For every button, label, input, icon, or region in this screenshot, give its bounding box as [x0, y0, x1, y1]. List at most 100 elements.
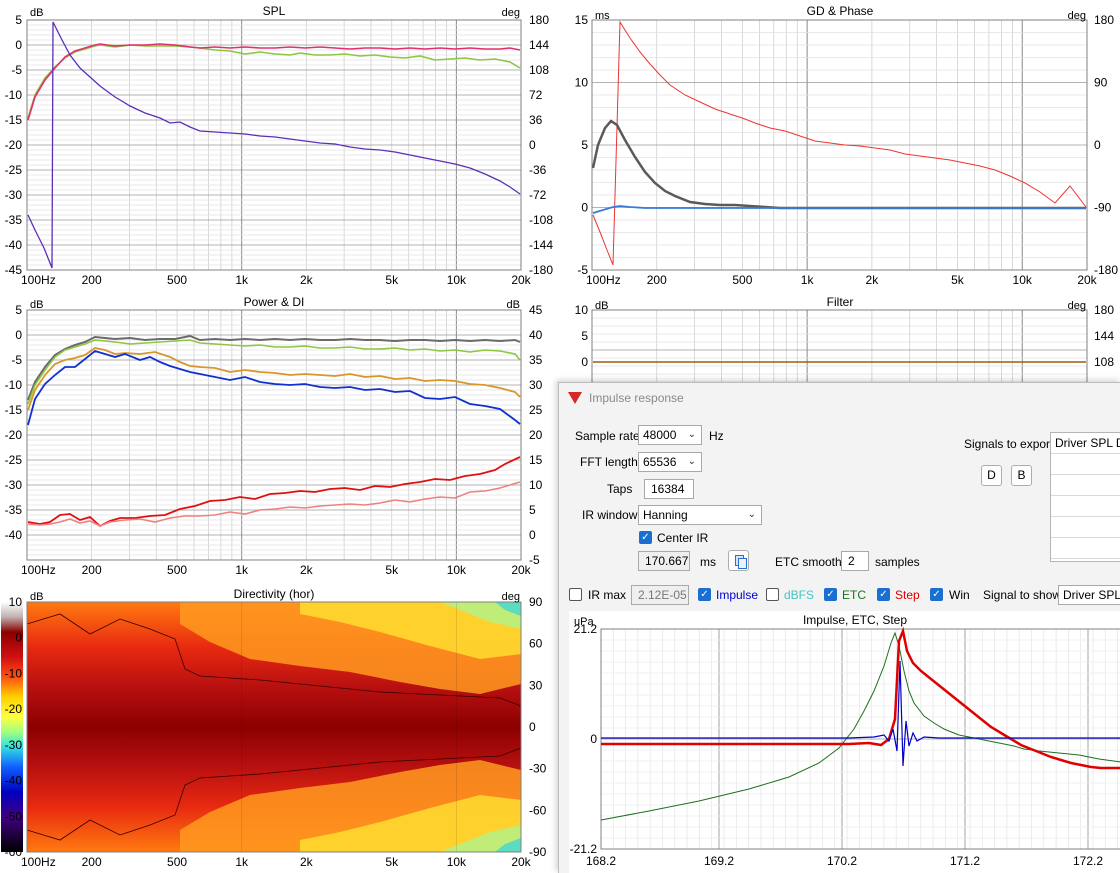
- directivity-x-tick: 500: [167, 855, 187, 869]
- directivity-colorscale: [1, 602, 23, 852]
- spl-title: SPL: [263, 4, 286, 18]
- gd-x-tick: 10k: [1013, 273, 1033, 287]
- ir-x-tick: 171.2: [950, 854, 980, 868]
- spl-right-unit: deg: [502, 7, 520, 19]
- gd-phase-tick: 90: [1094, 76, 1108, 90]
- power-x-tick: 5k: [385, 563, 399, 577]
- power-di-tick: 40: [529, 328, 543, 342]
- directivity-contour-lower: [26, 747, 522, 841]
- directivity-lower-yellow: [300, 795, 521, 852]
- b-button[interactable]: B: [1011, 465, 1032, 486]
- dbfs-checkbox[interactable]: [766, 588, 779, 601]
- fft-length-select[interactable]: 65536 ⌄: [638, 452, 702, 472]
- dbfs-label: dBFS: [784, 588, 815, 602]
- copy-icon[interactable]: [728, 550, 749, 571]
- delay-field[interactable]: 170.667: [638, 551, 690, 571]
- spl-y-tick: -35: [5, 213, 23, 227]
- spl-y-tick: -30: [5, 188, 23, 202]
- directivity-upper-yellow: [300, 602, 521, 659]
- sample-rate-label: Sample rate: [575, 429, 640, 443]
- gd-x-tick: 200: [647, 273, 667, 287]
- taps-field[interactable]: 16384: [644, 479, 694, 499]
- win-checkbox[interactable]: ✓: [930, 588, 943, 601]
- power-red-di-curve: [27, 456, 521, 528]
- power-y-tick: -20: [5, 428, 23, 442]
- chevron-down-icon: ⌄: [747, 509, 756, 520]
- step-checkbox[interactable]: ✓: [877, 588, 890, 601]
- power-di-panel: Power & DI dB dB 5 0 -5 -10 -15 -20 -25 -30 -35 -…: [0, 292, 555, 582]
- ir-x-tick: 169.2: [704, 854, 734, 868]
- ir-max-checkbox[interactable]: [569, 588, 582, 601]
- gd-title: GD & Phase: [807, 4, 874, 18]
- gd-y-tick: 5: [581, 138, 588, 152]
- sample-rate-select[interactable]: 48000 ⌄: [638, 425, 702, 445]
- spl-y-tick: -5: [11, 63, 22, 77]
- spl-phase-curve: [27, 21, 521, 269]
- taps-label: Taps: [607, 482, 633, 496]
- spl-phase-tick: -36: [529, 163, 547, 177]
- gd-phase-tick: 0: [1094, 138, 1101, 152]
- power-green-curve: [27, 339, 521, 405]
- directivity-upper-cyan: [440, 602, 521, 629]
- spl-x-tick: 100Hz: [21, 273, 56, 287]
- gd-phase-curve: [592, 20, 1087, 266]
- delay-unit: ms: [700, 555, 716, 569]
- export-list-item[interactable]: [1051, 517, 1120, 538]
- gd-x-tick: 5k: [951, 273, 965, 287]
- spl-x-tick: 10k: [447, 273, 467, 287]
- spl-magenta-curve: [27, 43, 521, 121]
- etc-smooth-label: ETC smooth: [775, 555, 842, 569]
- dialog-titlebar[interactable]: Impulse response: [559, 383, 1120, 414]
- filter-y-tick: 10: [575, 303, 589, 317]
- export-list-item[interactable]: [1051, 496, 1120, 517]
- ir-window-select[interactable]: Hanning ⌄: [638, 505, 762, 525]
- directivity-scale-tick: -50: [5, 809, 23, 823]
- signal-show-select[interactable]: Driver SPL D1: [1058, 585, 1120, 605]
- ir-max-label: IR max: [588, 588, 627, 602]
- spl-phase-tick: -180: [529, 263, 553, 277]
- directivity-left-unit: dB: [30, 591, 43, 603]
- filter-phase-tick: 144: [1094, 329, 1114, 343]
- spl-phase-tick: 144: [529, 38, 549, 52]
- impulse-checkbox[interactable]: ✓: [698, 588, 711, 601]
- fft-length-label: FFT length: [580, 455, 638, 469]
- etc-smooth-field[interactable]: 2: [841, 551, 869, 571]
- power-right-unit: dB: [507, 299, 520, 311]
- filter-y-tick: 5: [581, 329, 588, 343]
- directivity-x-tick: 10k: [447, 855, 467, 869]
- power-y-tick: -25: [5, 453, 23, 467]
- gd-y-tick: 15: [575, 13, 589, 27]
- gd-phase-tick: 180: [1094, 13, 1114, 27]
- power-orange-curve: [27, 347, 521, 411]
- win-label: Win: [949, 588, 970, 602]
- center-ir-checkbox[interactable]: ✓: [639, 531, 652, 544]
- chevron-down-icon: ⌄: [687, 456, 696, 467]
- signals-export-list[interactable]: Driver SPL D1: [1050, 432, 1120, 562]
- ir-max-field: 2.12E-05: [631, 585, 689, 605]
- gd-phase-panel: GD & Phase ms deg 15 10 5 0 -5 180 90 0 -90 -180 1…: [555, 0, 1120, 290]
- power-x-tick: 100Hz: [21, 563, 56, 577]
- spl-phase-tick: -72: [529, 188, 547, 202]
- etc-label: ETC: [842, 588, 866, 602]
- spl-phase-tick: 72: [529, 88, 543, 102]
- gd-x-tick: 1k: [801, 273, 815, 287]
- directivity-scale-tick: -40: [5, 774, 23, 788]
- d-button[interactable]: D: [981, 465, 1002, 486]
- export-list-item[interactable]: Driver SPL D1: [1051, 433, 1120, 454]
- export-list-item[interactable]: [1051, 475, 1120, 496]
- spl-y-tick: -40: [5, 238, 23, 252]
- sample-rate-value: 48000: [643, 428, 677, 442]
- directivity-scale-tick: -20: [5, 702, 23, 716]
- spl-x-tick: 2k: [300, 273, 314, 287]
- export-list-item[interactable]: [1051, 454, 1120, 475]
- power-left-unit: dB: [30, 299, 43, 311]
- directivity-x-tick: 100Hz: [21, 855, 56, 869]
- etc-checkbox[interactable]: ✓: [824, 588, 837, 601]
- power-di-tick: 5: [529, 503, 536, 517]
- ir-y-tick: -21.2: [570, 842, 598, 856]
- gd-x-tick: 500: [732, 273, 752, 287]
- export-list-item[interactable]: [1051, 538, 1120, 559]
- directivity-angle-tick: -60: [529, 803, 547, 817]
- directivity-scale-tick: 10: [9, 595, 23, 609]
- spl-y-tick: -10: [5, 88, 23, 102]
